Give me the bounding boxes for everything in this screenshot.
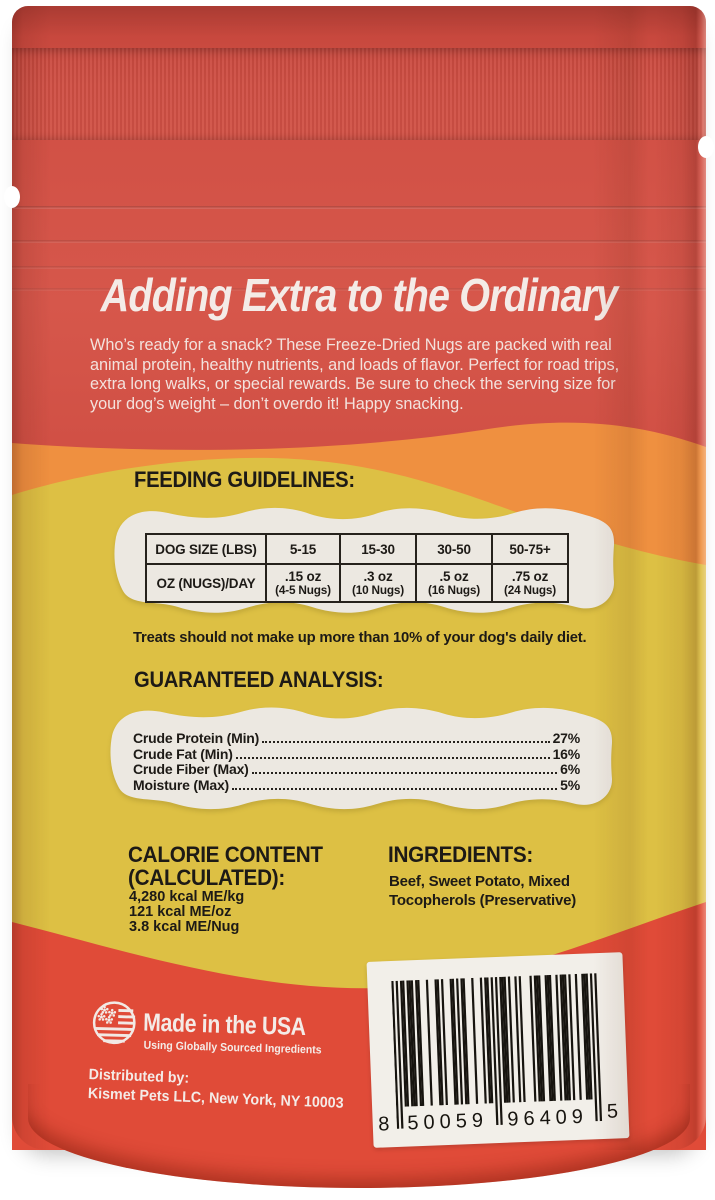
guaranteed-analysis-panel: Crude Protein (Min) 27% Crude Fat (Min) … xyxy=(102,697,620,819)
feeding-header-amount: OZ (NUGS)/DAY xyxy=(145,563,267,603)
ingredients-title: INGREDIENTS: xyxy=(388,842,534,867)
feeding-amount: .75 oz (24 Nugs) xyxy=(491,563,569,603)
dot-leader xyxy=(251,772,558,775)
analysis-row: Moisture (Max) 5% xyxy=(133,777,580,793)
feeding-size: 5-15 xyxy=(265,533,341,565)
barcode-digits-right: 96409 xyxy=(506,1105,589,1131)
analysis-label: Crude Fat (Min) xyxy=(133,745,233,762)
feeding-size: 30-50 xyxy=(415,533,493,565)
barcode-bars xyxy=(391,973,603,1129)
made-in-usa-block: Made in the USA Using Globally Sourced I… xyxy=(90,997,372,1069)
feeding-table: DOG SIZE (LBS) 5-15 15-30 30-50 50-75+ O… xyxy=(145,533,569,603)
analysis-label: Moisture (Max) xyxy=(133,777,229,794)
top-seal-crimp xyxy=(12,48,706,140)
calorie-values: 4,280 kcal ME/kg 121 kcal ME/oz 3.8 kcal… xyxy=(129,890,244,934)
calorie-value: 3.8 kcal ME/Nug xyxy=(129,918,240,935)
feeding-amount: .5 oz (16 Nugs) xyxy=(415,563,493,603)
tear-notch-right xyxy=(698,136,714,158)
made-in-usa-title: Made in the USA xyxy=(142,1008,307,1042)
dot-leader xyxy=(235,756,550,759)
feeding-table-panel: DOG SIZE (LBS) 5-15 15-30 30-50 50-75+ O… xyxy=(106,497,622,623)
made-in-usa-subtitle: Using Globally Sourced Ingredients xyxy=(143,1039,322,1057)
tear-notch-left xyxy=(4,186,20,208)
barcode-digit: 5 xyxy=(606,1100,619,1123)
analysis-value: 6% xyxy=(560,761,580,778)
analysis-row: Crude Protein (Min) 27% xyxy=(133,730,580,746)
barcode-digit: 8 xyxy=(377,1113,390,1136)
intro-paragraph: Who’s ready for a snack? These Freeze-Dr… xyxy=(90,336,620,413)
zipper-groove xyxy=(12,266,706,269)
dot-leader xyxy=(232,788,558,791)
tagline: Adding Extra to the Ordinary xyxy=(100,269,618,321)
feeding-note: Treats should not make up more than 10% … xyxy=(133,630,587,646)
feeding-amount: .15 oz (4-5 Nugs) xyxy=(265,563,341,603)
ingredients-list: Beef, Sweet Potato, Mixed Tocopherols (P… xyxy=(389,873,577,909)
analysis-value: 16% xyxy=(552,745,581,762)
feeding-size: 50-75+ xyxy=(491,533,569,565)
analysis-value: 27% xyxy=(552,730,581,746)
feeding-amount: .3 oz (10 Nugs) xyxy=(339,563,417,603)
analysis-rows: Crude Protein (Min) 27% Crude Fat (Min) … xyxy=(133,730,580,793)
guaranteed-analysis-title: GUARANTEED ANALYSIS: xyxy=(134,667,384,692)
barcode-digits-left: 50059 xyxy=(407,1109,489,1135)
analysis-label: Crude Protein (Min) xyxy=(133,730,260,746)
dot-leader xyxy=(262,741,550,743)
usa-flag-icon xyxy=(92,1001,136,1045)
analysis-row: Crude Fiber (Max) 6% xyxy=(133,761,580,777)
upc-barcode: 8 50059 96409 5 xyxy=(366,952,630,1148)
zipper-groove xyxy=(12,206,706,209)
analysis-label: Crude Fiber (Max) xyxy=(133,761,249,778)
feeding-header-size: DOG SIZE (LBS) xyxy=(145,533,267,565)
zipper-groove xyxy=(12,288,706,291)
treat-bag-back: Adding Extra to the Ordinary Who’s ready… xyxy=(4,6,714,1188)
analysis-value: 5% xyxy=(560,777,580,794)
calorie-value: 4,280 kcal ME/kg xyxy=(129,889,245,905)
calorie-content-title: CALORIE CONTENT (CALCULATED): xyxy=(128,842,323,890)
feeding-size: 15-30 xyxy=(339,533,417,565)
feeding-guidelines-title: FEEDING GUIDELINES: xyxy=(134,467,355,492)
analysis-row: Crude Fat (Min) 16% xyxy=(133,746,580,762)
calorie-value: 121 kcal ME/oz xyxy=(129,903,232,920)
zipper-groove xyxy=(12,240,706,243)
